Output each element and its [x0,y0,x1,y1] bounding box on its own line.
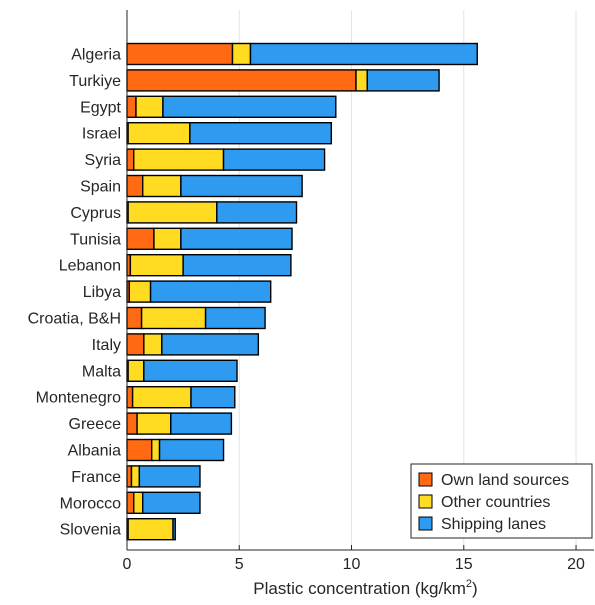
category-label: Albania [68,443,121,460]
bar-segment [126,95,137,119]
category-label: Morocco [60,495,121,512]
bar-segment [180,174,303,198]
bar-segment [126,333,145,356]
legend-label: Own land sources [441,472,569,489]
bar-segment [142,491,201,514]
x-tick-labels: 0 5 10 15 20 [123,556,585,573]
category-labels: Algeria Turkiye Egypt Israel Syria Spain Cypru… [28,47,122,539]
legend-label: Shipping lanes [441,516,546,533]
bar-segment [131,386,192,409]
category-label: Algeria [71,47,121,64]
bar-segment [140,306,207,330]
category-label: Spain [80,179,121,196]
legend: Own land sources Other countries Shipping … [410,463,593,539]
x-tick-label: 20 [567,556,585,573]
category-label: Malta [82,363,121,380]
bar-segment [190,386,236,409]
category-label: Slovenia [60,522,121,539]
bar-segment [231,42,252,66]
bar-segment [129,253,184,277]
legend-label: Other countries [441,494,550,511]
category-label: Tunisia [70,231,121,248]
bar-segment [126,42,234,66]
x-tick-label: 0 [123,556,132,573]
bar-segment [153,227,182,251]
bar-segment [126,227,155,251]
category-label: Egypt [80,99,121,116]
category-label: Israel [82,126,121,143]
bar-segment [204,306,266,330]
x-tick-label: 10 [343,556,361,573]
bar-segment [172,518,176,541]
bar-segment [150,438,161,462]
bar-segment [126,386,134,409]
category-label: Italy [92,337,121,354]
bar-segment [126,438,153,462]
bar-segment [143,359,238,382]
bar-segment [126,148,135,171]
category-label: Montenegro [36,390,121,407]
bar-segment [133,491,144,514]
category-label: Lebanon [59,258,121,275]
bar-segment [133,148,225,171]
axes [126,10,594,551]
bar-segment [161,333,260,356]
bar-segment [189,121,333,145]
bar-segment [366,69,440,92]
bar-segment [222,148,326,171]
x-tick-label: 15 [455,556,473,573]
bar-segment [127,121,191,145]
category-label: Syria [85,152,122,169]
bar-segment [127,518,174,541]
bar-segment [127,359,145,382]
legend-swatch [418,494,433,509]
bar-segment [249,42,478,66]
bar-segment [127,201,218,224]
bar-series [126,42,478,541]
bar-segment [143,333,163,356]
bar-segment [126,306,143,330]
bar-segment [158,438,225,462]
category-label: Cyprus [70,205,121,222]
bar-segment [130,465,141,488]
bar-segment [170,412,233,435]
bar-segment [126,69,357,92]
bar-segment [128,280,152,303]
bar-segment [142,174,182,198]
bar-segment [126,491,135,514]
bar-segment [216,201,298,224]
legend-swatch [418,516,433,531]
category-label: Turkiye [69,73,121,90]
bar-segment [182,253,292,277]
legend-swatch [418,472,433,487]
category-label: Croatia, B&H [28,311,121,328]
bar-segment [180,227,293,251]
bar-segment [162,95,337,119]
bar-segment [126,174,144,198]
grid-lines [238,10,577,550]
bar-segment [136,412,172,435]
bar-segment [149,280,272,303]
legend-box [410,463,593,539]
bar-segment [126,412,138,435]
x-tick-label: 5 [235,556,244,573]
bar-segment [135,95,164,119]
category-label: Libya [83,284,121,301]
bar-segment [355,69,368,92]
category-label: France [71,469,121,486]
category-label: Greece [69,416,122,433]
bar-segment [138,465,201,488]
x-axis-title: Plastic concentration (kg/km2) [253,578,477,598]
